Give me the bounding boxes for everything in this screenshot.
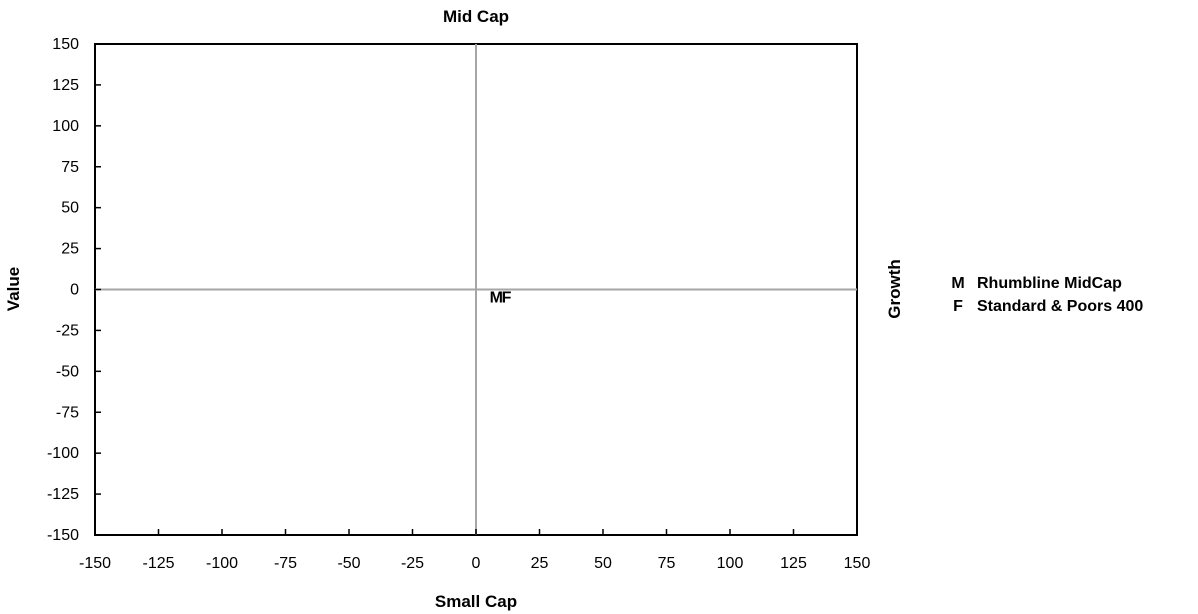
y-tick-label: -125: [47, 486, 79, 503]
x-tick-label: -150: [79, 555, 111, 572]
y-tick-label: -100: [47, 445, 79, 462]
y-tick-label: 50: [61, 200, 79, 217]
legend: M Rhumbline MidCap F Standard & Poors 400: [951, 275, 1143, 315]
legend-marker: F: [953, 298, 963, 315]
x-tick-label: 50: [594, 555, 612, 572]
y-tick-label: -150: [47, 527, 79, 544]
x-tick-label: 100: [717, 555, 744, 572]
y-tick-label: -25: [56, 322, 79, 339]
right-axis-label: Growth: [885, 259, 904, 319]
x-tick-label: -25: [401, 555, 424, 572]
legend-marker: M: [951, 275, 964, 292]
y-tick-label: 125: [52, 77, 79, 94]
legend-label: Rhumbline MidCap: [977, 275, 1122, 292]
y-tick-label: 100: [52, 118, 79, 135]
data-point-m: M: [490, 290, 503, 307]
x-axis-label: Small Cap: [435, 592, 517, 611]
x-tick-label: 125: [780, 555, 807, 572]
chart-title: Mid Cap: [443, 7, 509, 26]
x-tick-label: -125: [142, 555, 174, 572]
y-tick-label: 25: [61, 241, 79, 258]
x-tick-label: -100: [206, 555, 238, 572]
y-tick-label: 0: [70, 282, 79, 299]
plot-area: 150 125 100 75 50 25 0 -25 -50 -75 -100 -125 -150-15…: [47, 36, 870, 572]
y-tick-label: 75: [61, 159, 79, 176]
legend-label: Standard & Poors 400: [977, 298, 1143, 315]
y-tick-label: 150: [52, 36, 79, 53]
data-point-f: F: [502, 290, 512, 307]
x-tick-label: 150: [844, 555, 871, 572]
y-tick-label: -75: [56, 404, 79, 421]
x-tick-label: -50: [337, 555, 360, 572]
y-tick-label: -50: [56, 363, 79, 380]
y-axis-label: Value: [4, 267, 23, 311]
x-tick-label: 0: [472, 555, 481, 572]
x-tick-label: -75: [274, 555, 297, 572]
x-tick-label: 75: [658, 555, 676, 572]
x-tick-label: 25: [531, 555, 549, 572]
